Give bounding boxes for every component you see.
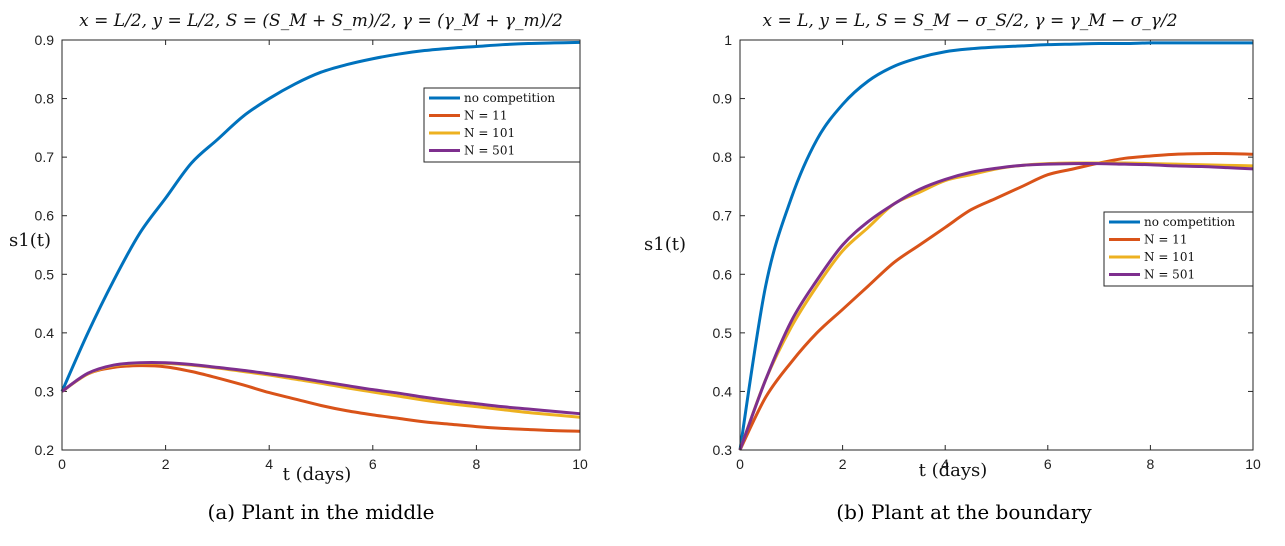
y-tick-label: 0.8	[35, 91, 55, 107]
y-tick-label: 0.9	[35, 32, 55, 48]
y-tick-label: 0.7	[35, 149, 55, 165]
chart-boundary-svg: x = L, y = L, S = S_M − σ_S/2, γ = γ_M −…	[644, 11, 1261, 481]
x-tick-label: 10	[1245, 456, 1261, 472]
y-tick-label: 0.6	[713, 266, 733, 282]
y-axis-ticks: 0.2 0.3 0.4 0.5 0.6 0.7 0.8 0.9	[35, 32, 580, 458]
y-axis-label: s1(t)	[9, 230, 51, 251]
figure-caption: (b) Plant at the boundary	[836, 500, 1092, 524]
series-line-n-11	[61, 364, 581, 433]
legend: no competition N = 11 N = 101 N = 501	[423, 87, 581, 163]
y-tick-label: 0.8	[713, 149, 733, 165]
legend-label: N = 501	[464, 144, 515, 158]
series-line-n-501	[61, 360, 581, 416]
x-axis-ticks: 0 2 4 6 8 10	[58, 40, 588, 472]
legend-label: N = 101	[1144, 250, 1195, 264]
x-tick-label: 8	[1147, 456, 1155, 472]
x-axis-label: t (days)	[919, 460, 988, 481]
axes-frame	[61, 39, 581, 451]
y-tick-label: 0.4	[35, 325, 55, 341]
legend-label: N = 101	[464, 126, 515, 140]
y-tick-label: 0.3	[35, 383, 55, 399]
chart-panel-boundary: x = L, y = L, S = S_M − σ_S/2, γ = γ_M −…	[643, 0, 1285, 546]
legend-label: N = 501	[1144, 268, 1195, 282]
y-tick-label: 0.2	[35, 442, 55, 458]
y-tick-label: 0.5	[35, 266, 55, 282]
y-tick-label: 0.5	[713, 325, 733, 341]
legend: no competition N = 11 N = 101 N = 501	[1103, 211, 1254, 287]
x-tick-label: 4	[265, 456, 273, 472]
series-line-n-501	[738, 162, 1254, 451]
plot-lines	[60, 40, 581, 433]
chart-middle-svg: x = L/2, y = L/2, S = (S_M + S_m)/2, γ =…	[9, 11, 588, 485]
chart-title: x = L/2, y = L/2, S = (S_M + S_m)/2, γ =…	[79, 11, 563, 31]
x-tick-label: 10	[572, 456, 588, 472]
y-tick-label: 0.7	[713, 208, 733, 224]
series-line-n-11	[738, 152, 1254, 451]
x-tick-label: 2	[162, 456, 170, 472]
series-line-no-competition	[738, 41, 1253, 451]
chart-panel-middle: x = L/2, y = L/2, S = (S_M + S_m)/2, γ =…	[0, 0, 642, 546]
y-tick-label: 0.6	[35, 208, 55, 224]
y-tick-label: 0.3	[713, 442, 733, 458]
y-axis-label: s1(t)	[644, 234, 686, 255]
x-tick-label: 0	[58, 456, 66, 472]
series-line-n-101	[61, 361, 581, 419]
x-tick-label: 6	[1044, 456, 1052, 472]
y-tick-label: 0.9	[713, 91, 733, 107]
x-tick-label: 8	[473, 456, 481, 472]
x-axis-ticks: 0 2 4 6 8 10	[736, 40, 1261, 472]
plot-lines	[738, 41, 1254, 451]
legend-label: N = 11	[1144, 233, 1187, 247]
y-tick-label: 1	[724, 32, 732, 48]
x-tick-label: 4	[941, 456, 949, 472]
legend-label: no competition	[1144, 215, 1235, 229]
legend-label: no competition	[464, 91, 555, 105]
x-tick-label: 2	[839, 456, 847, 472]
chart-title: x = L, y = L, S = S_M − σ_S/2, γ = γ_M −…	[762, 11, 1177, 31]
series-line-no-competition	[60, 40, 581, 393]
x-tick-label: 6	[369, 456, 377, 472]
figure-caption: (a) Plant in the middle	[207, 500, 435, 524]
legend-label: N = 11	[464, 109, 507, 123]
y-tick-label: 0.4	[713, 383, 733, 399]
series-line-n-101	[738, 161, 1254, 451]
x-axis-label: t (days)	[283, 464, 352, 485]
x-tick-label: 0	[736, 456, 744, 472]
